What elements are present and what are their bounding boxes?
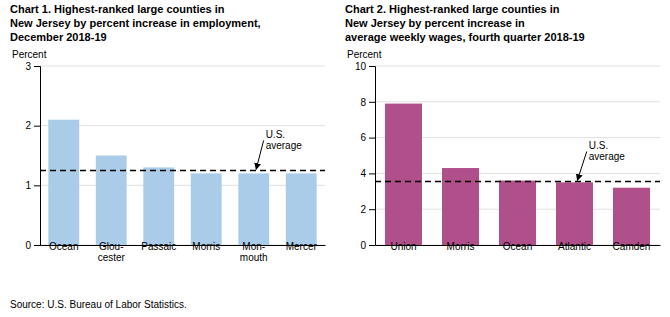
tick-mark (369, 209, 375, 210)
tick-mark (369, 102, 375, 103)
bar (96, 156, 127, 246)
tick-label: Ocean (503, 241, 532, 252)
bar (191, 173, 222, 245)
bar (48, 120, 79, 245)
chart-title: Chart 1. Highest-ranked large counties i… (10, 3, 225, 15)
tick: Atlantic (558, 241, 591, 252)
bar (143, 167, 174, 245)
tick-label: 10 (355, 61, 367, 72)
tick-label: Mon-mouth (240, 241, 268, 263)
tick: 2 (360, 204, 375, 215)
tick-mark (369, 66, 375, 67)
axis-line (369, 67, 376, 246)
tick-label: 2 (25, 120, 31, 131)
tick: 6 (360, 132, 375, 143)
tick: 3 (25, 61, 40, 72)
bar (442, 168, 479, 245)
tick-mark (34, 66, 40, 67)
tick-label: 8 (360, 97, 366, 108)
tick: Passaic (141, 241, 176, 252)
tick-mark (369, 245, 375, 246)
tick-label: Morris (192, 241, 220, 252)
tick: 10 (355, 61, 375, 72)
grid-line (40, 245, 325, 246)
chart-title: New Jersey by percent increase in (345, 17, 525, 29)
tick: 8 (360, 97, 375, 108)
tick-mark (34, 126, 40, 127)
chart-title: average weekly wages, fourth quarter 201… (345, 31, 585, 43)
tick: Glou-cester (98, 241, 126, 263)
tick: Mon-mouth (240, 241, 268, 263)
x-axis: Union Morris Ocean Atlantic Camden (376, 241, 661, 252)
tick-label: Camden (613, 241, 651, 252)
bar (556, 182, 593, 245)
tick-label: Mercer (286, 241, 318, 252)
plot-area (40, 120, 325, 245)
reference-line (40, 170, 325, 172)
y-axis: 0 1 2 3 (25, 61, 40, 251)
tick-label: Union (390, 241, 416, 252)
tick-mark (34, 185, 40, 186)
chart-root: Chart 1. Highest-ranked large counties i… (0, 0, 670, 317)
tick: 2 (25, 120, 40, 131)
bar (385, 104, 422, 245)
tick-label: 1 (25, 180, 31, 191)
tick-label: 2 (360, 204, 366, 215)
tick: Morris (192, 241, 220, 252)
chart-panel: Chart 1. Highest-ranked large counties i… (10, 3, 326, 263)
tick-label: Glou-cester (98, 241, 126, 263)
y-axis-label: Percent (12, 49, 47, 60)
tick: Camden (613, 241, 651, 252)
grid (375, 66, 660, 245)
annotation: U.S.average (589, 140, 626, 162)
tick: 4 (360, 168, 375, 179)
tick-label: 0 (25, 240, 31, 251)
bar (613, 188, 650, 245)
axis-line (41, 245, 326, 246)
chart-panel: Chart 2. Highest-ranked large counties i… (345, 3, 661, 252)
tick-mark (369, 173, 375, 174)
grid-line (40, 66, 325, 67)
tick: 0 (25, 240, 40, 251)
tick-label: Atlantic (558, 241, 591, 252)
tick-mark (34, 245, 40, 246)
reference-line (375, 181, 660, 183)
bar (499, 181, 536, 245)
plot-area (375, 104, 660, 245)
tick-label: Morris (447, 241, 475, 252)
y-axis: 0 2 4 6 8 10 (355, 61, 376, 251)
axis-line (34, 67, 41, 246)
grid-line (40, 185, 325, 186)
chart-title: Chart 2. Highest-ranked large counties i… (345, 3, 560, 15)
tick-mark (369, 138, 375, 139)
tick-label: 6 (360, 132, 366, 143)
grid (40, 66, 325, 245)
tick-label: 0 (360, 240, 366, 251)
tick: Mercer (286, 241, 318, 252)
grid-line (375, 101, 660, 102)
tick: 1 (25, 180, 40, 191)
tick: Ocean (49, 241, 78, 252)
source-note: Source: U.S. Bureau of Labor Statistics. (10, 299, 187, 310)
tick-label: Passaic (141, 241, 176, 252)
tick-label: Ocean (49, 241, 78, 252)
chart-title: December 2018-19 (10, 31, 107, 43)
annotation-arrow (256, 140, 264, 169)
annotation-arrow (577, 151, 586, 180)
chart-title: New Jersey by percent increase in employ… (10, 17, 261, 29)
tick: Morris (447, 241, 475, 252)
grid-line (375, 66, 660, 67)
tick-label: 4 (360, 168, 366, 179)
bar (238, 173, 269, 245)
tick: Ocean (503, 241, 532, 252)
x-axis: Ocean Glou-cester Passaic Morris Mon-mouth Me… (41, 241, 326, 263)
annotation: U.S.average (266, 129, 303, 151)
bar (286, 173, 317, 245)
tick: 0 (360, 240, 375, 251)
grid-line (40, 125, 325, 126)
y-axis-label: Percent (347, 49, 382, 60)
tick-label: 3 (25, 61, 31, 72)
tick: Union (390, 241, 416, 252)
